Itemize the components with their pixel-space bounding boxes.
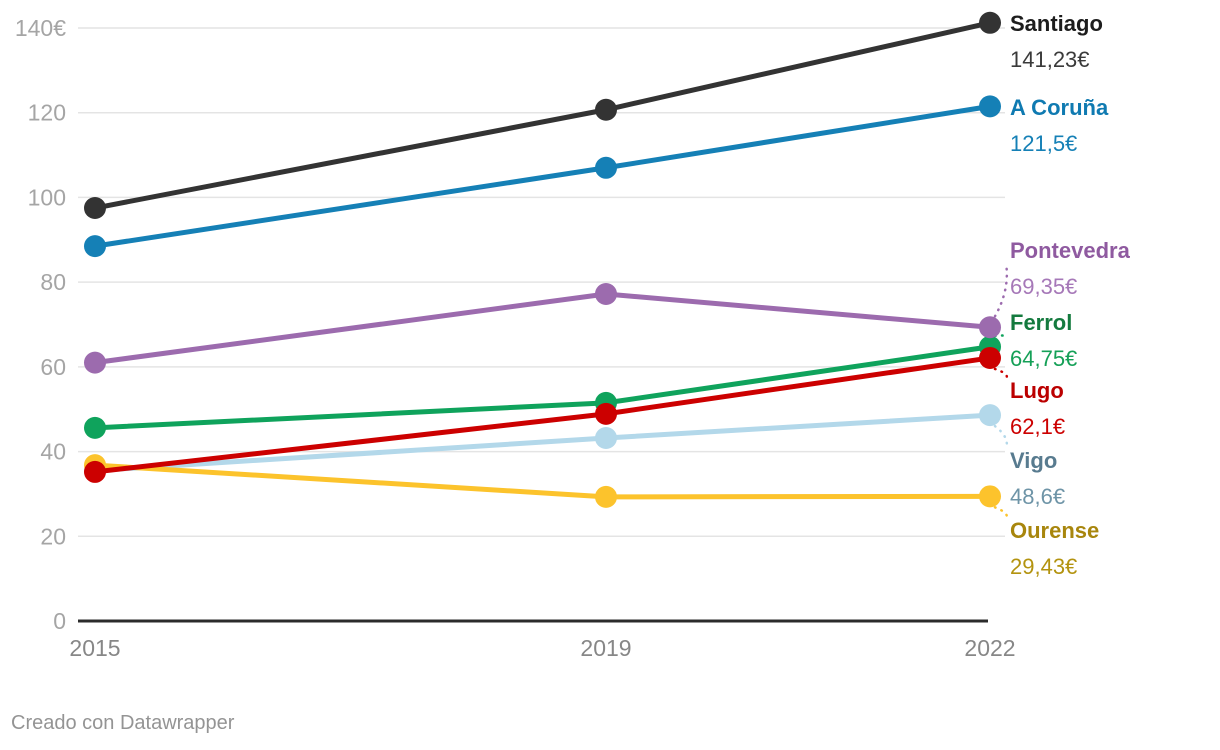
- series-end-value: 64,75€: [1010, 346, 1078, 371]
- line-Ourense: [92, 462, 993, 500]
- x-axis-tick-label-2022: 2022: [964, 635, 1015, 661]
- series-label-Vigo: Vigo 48,6€: [1010, 447, 1215, 511]
- data-point-A Coruña-2019[interactable]: [595, 156, 617, 179]
- series-name: Lugo: [1010, 378, 1064, 403]
- data-point-Lugo-2019[interactable]: [595, 402, 617, 425]
- y-axis-tick-label: 140€: [15, 15, 66, 41]
- line-A Coruña: [92, 103, 993, 249]
- data-point-Pontevedra-2022[interactable]: [979, 316, 1001, 339]
- data-point-Lugo-2015[interactable]: [84, 460, 106, 483]
- line-Pontevedra: [92, 291, 993, 366]
- y-axis-tick-label: 40: [40, 439, 66, 465]
- data-point-Pontevedra-2015[interactable]: [84, 351, 106, 374]
- line-Ferrol: [92, 344, 993, 431]
- series-label-Ferrol: Ferrol 64,75€: [1010, 309, 1215, 373]
- series-label-Pontevedra: Pontevedra 69,35€: [1010, 237, 1215, 301]
- series-label-Ourense: Ourense 29,43€: [1010, 517, 1215, 581]
- series-end-value: 69,35€: [1010, 274, 1078, 299]
- series-name: Santiago: [1010, 11, 1103, 36]
- leader-line-Pontevedra: [993, 261, 1009, 318]
- series-name: Pontevedra: [1010, 238, 1130, 263]
- series-end-value: 121,5€: [1010, 131, 1078, 156]
- y-axis-tick-label: 80: [40, 269, 66, 295]
- data-point-A Coruña-2015[interactable]: [84, 235, 106, 258]
- series-end-value: 48,6€: [1010, 484, 1066, 509]
- data-point-Ferrol-2015[interactable]: [84, 416, 106, 439]
- data-point-Lugo-2022[interactable]: [979, 346, 1001, 369]
- data-point-Santiago-2015[interactable]: [84, 197, 106, 220]
- series-name: Vigo: [1010, 448, 1058, 473]
- data-point-Santiago-2022[interactable]: [979, 11, 1001, 34]
- x-axis-tick-label-2019: 2019: [580, 635, 631, 661]
- leader-line-Vigo: [993, 424, 1009, 451]
- leader-line-Lugo: [993, 367, 1009, 381]
- y-axis-tick-label: 120: [28, 100, 66, 126]
- data-point-Pontevedra-2019[interactable]: [595, 283, 617, 306]
- y-axis-tick-label: 0: [53, 608, 66, 634]
- series-label-A Coruña: A Coruña 121,5€: [1010, 94, 1215, 158]
- data-point-Vigo-2019[interactable]: [595, 427, 617, 450]
- line-Lugo: [92, 355, 993, 475]
- data-point-Ourense-2022[interactable]: [979, 485, 1001, 508]
- series-label-Lugo: Lugo 62,1€: [1010, 377, 1215, 441]
- data-point-Vigo-2022[interactable]: [979, 404, 1001, 427]
- series-label-Santiago: Santiago 141,23€: [1010, 10, 1215, 74]
- series-end-value: 29,43€: [1010, 554, 1078, 579]
- line-Santiago: [92, 20, 993, 211]
- series-name: Ourense: [1010, 518, 1100, 543]
- series-end-value: 62,1€: [1010, 414, 1066, 439]
- data-point-A Coruña-2022[interactable]: [979, 95, 1001, 118]
- datawrapper-credit-link[interactable]: Creado con Datawrapper: [11, 712, 235, 734]
- line-chart-plot: 0 20 40 60 80 100 120 140€ 2015 2019 2022: [15, 11, 1016, 661]
- x-axis-tick-label-2015: 2015: [69, 635, 120, 661]
- y-axis-tick-label: 60: [40, 354, 66, 380]
- series-name: Ferrol: [1010, 310, 1073, 335]
- y-axis-tick-label: 20: [40, 523, 66, 549]
- data-point-Ourense-2019[interactable]: [595, 485, 617, 508]
- data-point-Santiago-2019[interactable]: [595, 98, 617, 121]
- series-end-value: 141,23€: [1010, 47, 1090, 72]
- y-axis-tick-label: 100: [28, 184, 66, 210]
- leader-line-Ourense: [993, 506, 1009, 521]
- series-name: A Coruña: [1010, 95, 1109, 120]
